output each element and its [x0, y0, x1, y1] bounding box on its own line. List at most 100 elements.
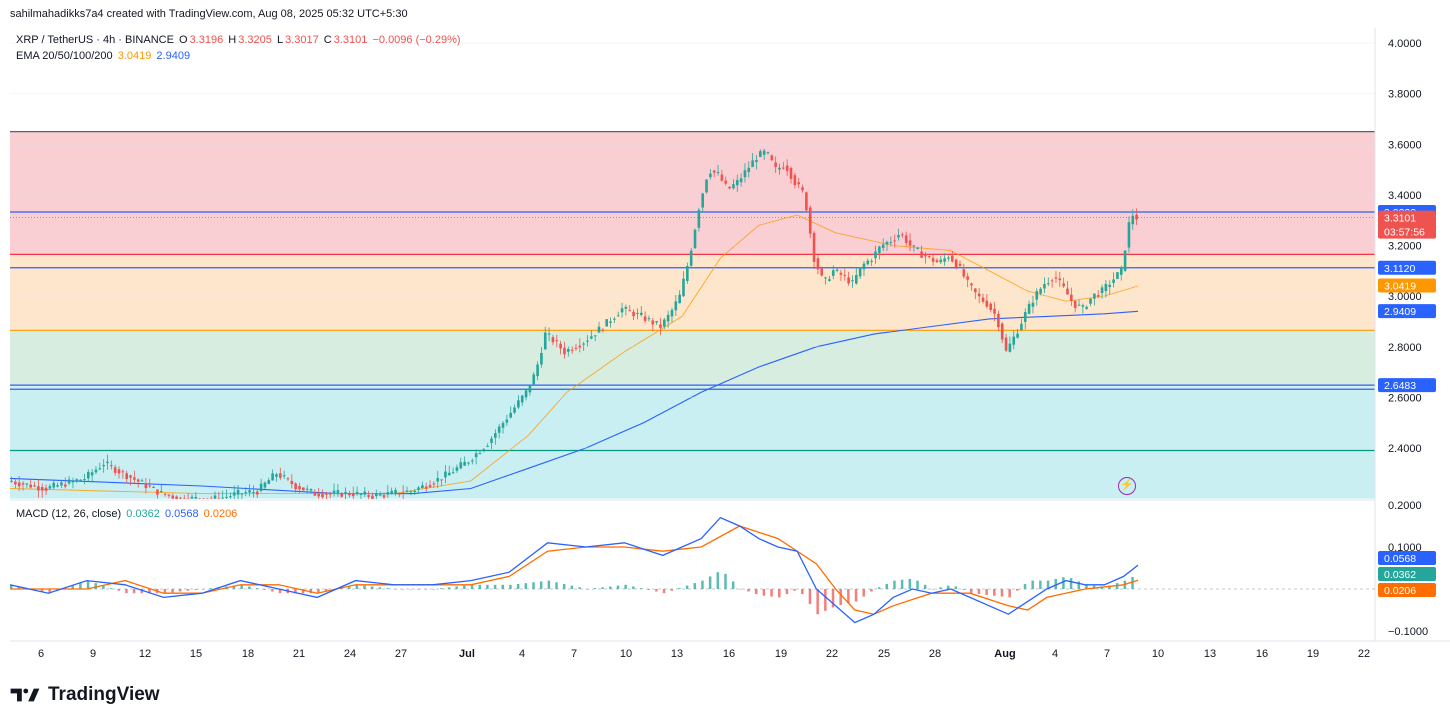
candle-body — [1119, 267, 1123, 275]
time-tick-label: 12 — [139, 648, 151, 660]
candle-body — [567, 349, 570, 352]
candle-body — [555, 340, 559, 342]
candle-body — [912, 245, 916, 247]
price-label-box — [1378, 278, 1436, 293]
candle-body — [110, 465, 113, 467]
price-label-value: 3.1120 — [1384, 263, 1415, 275]
candles-group — [10, 148, 1138, 499]
candle-body — [670, 309, 674, 317]
candle-body — [413, 490, 416, 492]
candle-body — [478, 453, 482, 455]
candle-body — [678, 294, 681, 304]
macd-group — [10, 516, 1375, 624]
candle-body — [378, 494, 382, 496]
candle-body — [647, 318, 651, 320]
price-tick-label: 4.0000 — [1388, 38, 1422, 50]
macd-histogram-bar — [493, 584, 497, 589]
ema-legend: EMA 20/50/100/200 3.0419 2.9409 — [16, 50, 192, 62]
ohlc-close: 3.3101 — [333, 34, 368, 46]
macd-histogram-bar — [440, 588, 443, 589]
candle-body — [785, 165, 789, 171]
macd-histogram-bar — [555, 582, 558, 589]
candle-body — [1085, 306, 1088, 309]
macd-histogram-bar — [601, 587, 604, 589]
candle-body — [401, 492, 405, 494]
candle-body — [1023, 312, 1027, 322]
candle-body — [797, 182, 800, 185]
candle-body — [620, 308, 624, 313]
candle-body — [40, 486, 44, 491]
candle-body — [1123, 250, 1127, 271]
macd-histogram-bar — [248, 586, 251, 589]
time-tick-label: 10 — [1152, 648, 1164, 660]
candle-body — [198, 498, 201, 499]
candle-body — [724, 180, 728, 184]
candle-body — [486, 445, 489, 447]
macd-histogram-bar — [731, 581, 735, 589]
candle-body — [113, 467, 117, 473]
candle-body — [394, 490, 397, 494]
candle-body — [935, 260, 939, 263]
candle-body — [563, 347, 566, 355]
macd-histogram-bar — [785, 589, 789, 595]
candle-body — [682, 278, 685, 297]
candle-body — [1089, 298, 1092, 304]
candle-body — [467, 462, 470, 464]
time-tick-label: 22 — [1358, 648, 1370, 660]
macd-histogram-bar — [1085, 584, 1088, 589]
macd-histogram-bar — [870, 589, 873, 592]
candle-body — [1008, 343, 1012, 352]
candle-body — [382, 495, 386, 498]
macd-histogram-bar — [862, 589, 865, 597]
candle-body — [167, 494, 171, 496]
candle-body — [939, 259, 943, 263]
macd-histogram-bar — [478, 584, 481, 589]
candle-body — [148, 485, 152, 487]
macd-histogram-bar — [977, 589, 981, 595]
time-tick-label: 24 — [344, 648, 356, 660]
candle-body — [390, 490, 393, 495]
alert-bolt-icon[interactable]: ⚡ — [1118, 477, 1136, 495]
macd-histogram-bar — [578, 587, 581, 589]
price-label-box — [1378, 210, 1436, 239]
candle-body — [421, 485, 424, 488]
candle-body — [712, 170, 716, 173]
candle-body — [44, 487, 48, 491]
macd-histogram-bar — [125, 589, 128, 594]
candle-body — [720, 174, 724, 181]
macd-histogram-bar — [209, 588, 213, 589]
candle-body — [609, 321, 612, 323]
candle-body — [206, 498, 209, 499]
candle-body — [144, 483, 148, 489]
candle-body — [513, 407, 516, 413]
price-tick-label: 2.4000 — [1388, 443, 1422, 455]
macd-histogram-bar — [1069, 578, 1073, 589]
ema-value-blue: 2.9409 — [156, 50, 191, 62]
macd-histogram-bar — [701, 580, 704, 589]
macd-histogram-bar — [770, 589, 773, 597]
candle-body — [298, 485, 301, 490]
macd-label[interactable]: MACD (12, 26, close) — [16, 508, 122, 520]
symbol-name[interactable]: XRP / TetherUS · 4h · BINANCE — [16, 34, 174, 46]
macd-histogram-bar — [1131, 576, 1134, 589]
candle-body — [451, 472, 455, 474]
macd-histogram-bar — [693, 583, 697, 589]
macd-histogram-bar — [347, 586, 351, 589]
candle-body — [424, 486, 428, 489]
candle-body — [989, 303, 992, 310]
candle-body — [75, 479, 79, 482]
ema-label[interactable]: EMA 20/50/100/200 — [16, 50, 113, 62]
macd-histogram-bar — [186, 589, 190, 591]
price-label-value: 3.3101 — [1384, 213, 1416, 225]
macd-histogram-bar — [202, 589, 205, 590]
candle-body — [117, 469, 121, 474]
candle-body — [1035, 291, 1039, 300]
macd-histogram-bar — [993, 589, 996, 596]
candle-body — [639, 312, 643, 315]
macd-histogram-bar — [10, 584, 13, 589]
macd-histogram-bar — [263, 589, 266, 590]
candle-body — [881, 244, 885, 249]
candle-body — [129, 475, 132, 478]
candle-body — [1073, 300, 1077, 308]
tradingview-brand[interactable]: TradingView — [10, 684, 160, 706]
